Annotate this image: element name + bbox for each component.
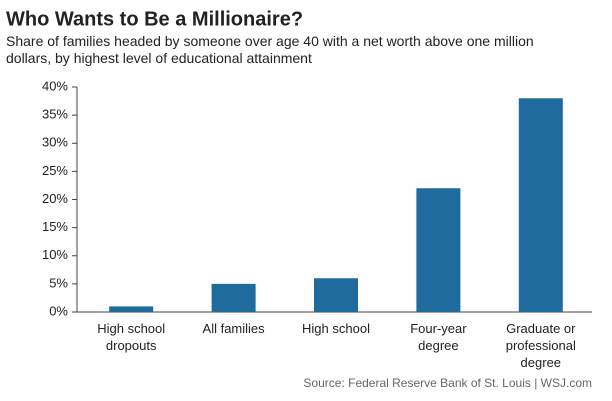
x-tick-label: High school: [302, 321, 370, 336]
bar: [211, 283, 256, 312]
y-tick-label: 30%: [42, 135, 68, 150]
y-tick-label: 15%: [42, 219, 68, 234]
x-tick-label: All families: [203, 321, 266, 336]
y-tick-label: 35%: [42, 107, 68, 122]
y-tick-label: 20%: [42, 191, 68, 206]
bar: [314, 278, 358, 312]
chart-subtitle: Share of families headed by someone over…: [6, 33, 534, 66]
y-tick-label: 0%: [49, 303, 68, 318]
chart-title: Who Wants to Be a Millionaire?: [6, 8, 303, 30]
y-tick-label: 25%: [42, 163, 68, 178]
y-tick-label: 10%: [42, 247, 68, 262]
bar: [416, 188, 461, 312]
y-tick-label: 5%: [49, 275, 68, 290]
bar: [109, 306, 154, 312]
x-tick-label: Four-year degree: [410, 321, 467, 353]
source: Source: Federal Reserve Bank of St. Loui…: [303, 376, 592, 390]
y-tick-label: 40%: [42, 78, 68, 93]
x-tick-label: High school dropouts: [97, 321, 165, 353]
x-tick-label: Graduate or professional degree: [506, 321, 576, 370]
bar: [518, 98, 563, 312]
